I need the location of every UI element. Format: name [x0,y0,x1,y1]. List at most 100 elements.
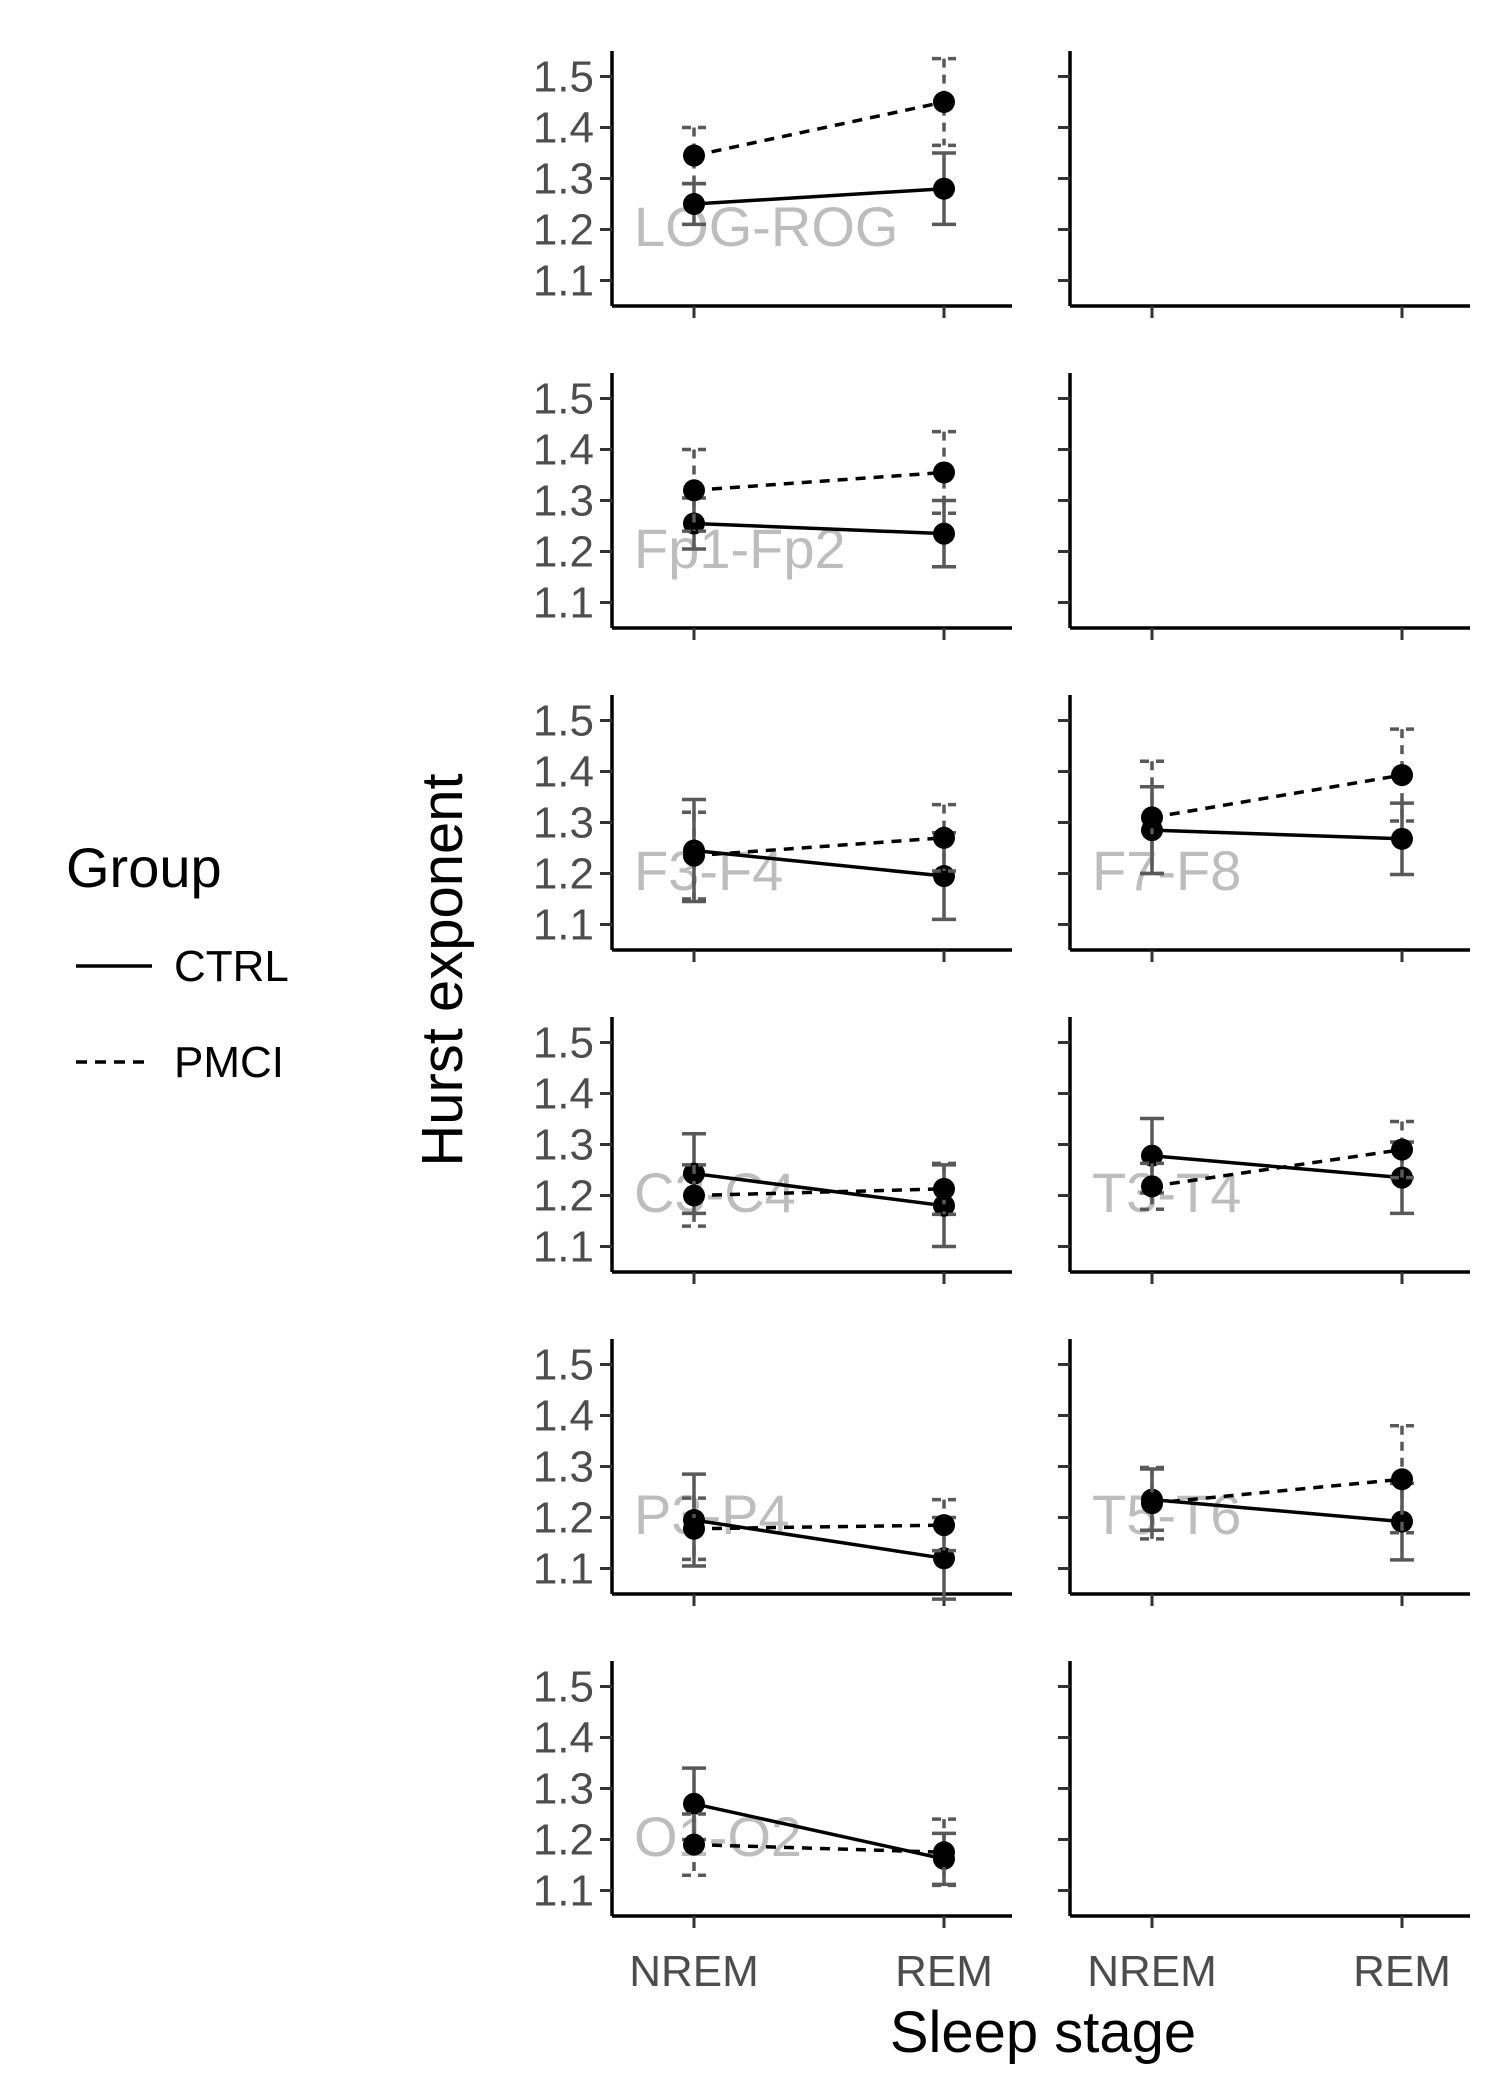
legend-title: Group [66,836,222,899]
x-axis-title: Sleep stage [890,2000,1196,2065]
data-point [683,1792,705,1815]
y-tick-label: 1.5 [533,1341,594,1390]
x-tick-label: REM [895,1947,993,1996]
y-tick-label: 1.5 [533,697,594,746]
y-tick-label: 1.3 [533,1765,594,1814]
data-point [1391,827,1413,850]
data-point [1141,1144,1163,1167]
series-line [693,1523,945,1531]
panel-label: O1-O2 [634,1805,802,1868]
panel-c3-c4: 1.11.21.31.41.5C3-C4 [533,1017,1012,1284]
panel-f3-f4: 1.11.21.31.41.5 F3-F4 [533,695,1012,962]
y-tick-label: 1.4 [533,1070,594,1119]
y-tick-label: 1.3 [533,1443,594,1492]
legend-label-pmci: PMCI [174,1038,284,1087]
data-point [1391,1510,1413,1533]
series-line [1151,828,1403,841]
y-tick-label: 1.2 [533,1494,594,1543]
data-point [1141,806,1163,829]
panel-label: T3-T4 [1092,1161,1241,1224]
data-point [933,461,955,484]
panel-label: T5-T6 [1092,1483,1241,1546]
data-point [933,522,955,545]
panel-p3-p4: 1.11.21.31.41.5 P3-P4 [533,1339,1012,1606]
y-tick-label: 1.2 [533,1816,594,1865]
data-point [933,826,955,849]
series-ctrl [682,1132,956,1249]
series-line [693,521,945,536]
panel-log-rog: 1.11.21.31.41.5 LOG-ROG [533,51,1012,318]
y-tick-label: 1.2 [533,1172,594,1221]
panel-empty-3 [1058,373,1470,640]
data-point [1391,1138,1413,1161]
data-point [683,844,705,867]
series-pmci [682,56,956,186]
panel-t5-t6: T5-T6 [1058,1339,1470,1606]
data-point [933,91,955,113]
y-tick-label: 1.3 [533,1121,594,1170]
data-point [1391,764,1413,787]
y-tick-label: 1.5 [533,375,594,424]
series-line [693,1171,945,1208]
legend: Group CTRL PMCI [66,836,289,1087]
series-line [693,1187,945,1198]
series-pmci [1140,1119,1414,1212]
y-tick-label: 1.3 [533,477,594,526]
y-tick-label: 1.2 [533,850,594,899]
panel-label: F3-F4 [634,839,783,902]
y-tick-label: 1.4 [533,104,594,153]
y-tick-label: 1.1 [533,1867,594,1916]
data-point [1391,1468,1413,1491]
data-point [683,1833,705,1856]
series-pmci [682,1161,956,1228]
data-point [933,177,955,200]
data-point [933,1841,955,1864]
y-tick-label: 1.1 [533,901,594,950]
legend-label-ctrl: CTRL [174,942,289,991]
y-tick-label: 1.4 [533,1714,594,1763]
series-line [1151,1147,1403,1189]
data-point [933,1194,955,1217]
series-line [693,836,945,858]
y-tick-label: 1.2 [533,528,594,577]
chart-panels: 1.11.21.31.41.5LOG-ROG1.11.21.31.41.5Fp1… [533,51,1470,1996]
data-point [683,1517,705,1540]
data-point [683,512,705,535]
series-pmci [1140,727,1414,876]
panel-label: P3-P4 [634,1483,790,1546]
panel-empty-1 [1058,51,1470,318]
series-pmci [682,802,956,901]
x-tick-label: REM [1353,1947,1451,1996]
series-line [1151,1497,1403,1524]
y-tick-label: 1.4 [533,1392,594,1441]
x-tick-label: NREM [1087,1947,1217,1996]
x-tick-label: NREM [629,1947,759,1996]
data-point [933,1547,955,1570]
panel-label: LOG-ROG [634,195,898,258]
y-tick-label: 1.5 [533,1663,594,1712]
data-point [933,1514,955,1537]
series-pmci [682,429,956,533]
series-pmci [682,1496,956,1562]
series-line [693,186,945,206]
data-point [683,479,705,502]
y-tick-label: 1.5 [533,1019,594,1068]
data-point [1141,1175,1163,1198]
series-line [693,1802,945,1861]
data-point [683,1184,705,1207]
data-point [933,1177,955,1200]
series-line [693,1842,945,1854]
panel-f7-f8: F7-F8 [1058,695,1470,962]
y-tick-label: 1.4 [533,748,594,797]
series-line [693,100,945,158]
data-point [683,193,705,215]
y-tick-label: 1.3 [533,155,594,204]
series-line [1151,773,1403,820]
panel-empty-11: NREM REM [1058,1661,1470,1996]
series-line [693,470,945,493]
data-point [1141,1492,1163,1515]
y-tick-label: 1.2 [533,206,594,255]
y-axis-title: Hurst exponent [410,773,475,1166]
y-tick-label: 1.3 [533,799,594,848]
